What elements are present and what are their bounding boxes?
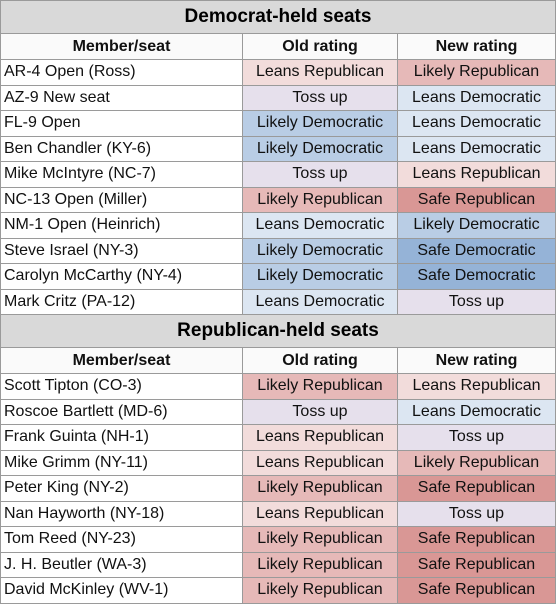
old-rating-cell: Leans Democratic bbox=[243, 213, 398, 239]
member-cell: AR-4 Open (Ross) bbox=[1, 60, 243, 86]
table-row: Peter King (NY-2) Likely Republican Safe R… bbox=[1, 476, 556, 502]
header-row: Member/seat Old rating New rating bbox=[1, 348, 556, 374]
new-rating-cell: Leans Democratic bbox=[398, 111, 556, 137]
table-row: NM-1 Open (Heinrich) Leans Democratic Like… bbox=[1, 213, 556, 239]
new-rating-cell: Safe Democratic bbox=[398, 264, 556, 290]
table-row: Roscoe Bartlett (MD-6) Toss up Leans Democ… bbox=[1, 399, 556, 425]
table-row: Scott Tipton (CO-3) Likely Republican Lean… bbox=[1, 374, 556, 400]
old-rating-cell: Leans Republican bbox=[243, 60, 398, 86]
old-rating-cell: Likely Republican bbox=[243, 374, 398, 400]
member-cell: Tom Reed (NY-23) bbox=[1, 527, 243, 553]
old-rating-cell: Likely Democratic bbox=[243, 111, 398, 137]
table-row: Mike McIntyre (NC-7) Toss up Leans Republi… bbox=[1, 162, 556, 188]
member-cell: Roscoe Bartlett (MD-6) bbox=[1, 399, 243, 425]
old-rating-cell: Leans Republican bbox=[243, 501, 398, 527]
old-rating-cell: Likely Republican bbox=[243, 552, 398, 578]
member-cell: NM-1 Open (Heinrich) bbox=[1, 213, 243, 239]
new-rating-cell: Safe Republican bbox=[398, 187, 556, 213]
column-header: New rating bbox=[398, 34, 556, 60]
old-rating-cell: Likely Democratic bbox=[243, 136, 398, 162]
member-cell: Frank Guinta (NH-1) bbox=[1, 425, 243, 451]
old-rating-cell: Leans Republican bbox=[243, 425, 398, 451]
table-row: Mark Critz (PA-12) Leans Democratic Toss u… bbox=[1, 289, 556, 315]
table-row: David McKinley (WV-1) Likely Republican Sa… bbox=[1, 578, 556, 604]
new-rating-cell: Safe Republican bbox=[398, 527, 556, 553]
old-rating-cell: Likely Democratic bbox=[243, 264, 398, 290]
column-header: Old rating bbox=[243, 34, 398, 60]
new-rating-cell: Leans Republican bbox=[398, 162, 556, 188]
old-rating-cell: Toss up bbox=[243, 85, 398, 111]
table-row: J. H. Beutler (WA-3) Likely Republican Saf… bbox=[1, 552, 556, 578]
new-rating-cell: Likely Republican bbox=[398, 450, 556, 476]
member-cell: AZ-9 New seat bbox=[1, 85, 243, 111]
new-rating-cell: Leans Republican bbox=[398, 374, 556, 400]
section-title: Democrat-held seats bbox=[1, 1, 556, 34]
table-row: Frank Guinta (NH-1) Leans Republican Toss … bbox=[1, 425, 556, 451]
new-rating-cell: Toss up bbox=[398, 289, 556, 315]
old-rating-cell: Likely Democratic bbox=[243, 238, 398, 264]
new-rating-cell: Safe Republican bbox=[398, 552, 556, 578]
new-rating-cell: Toss up bbox=[398, 425, 556, 451]
section-title: Republican-held seats bbox=[1, 315, 556, 348]
member-cell: NC-13 Open (Miller) bbox=[1, 187, 243, 213]
new-rating-cell: Toss up bbox=[398, 501, 556, 527]
member-cell: Steve Israel (NY-3) bbox=[1, 238, 243, 264]
new-rating-cell: Likely Republican bbox=[398, 60, 556, 86]
old-rating-cell: Likely Republican bbox=[243, 187, 398, 213]
member-cell: Nan Hayworth (NY-18) bbox=[1, 501, 243, 527]
table-row: Carolyn McCarthy (NY-4) Likely Democratic… bbox=[1, 264, 556, 290]
column-header: Member/seat bbox=[1, 348, 243, 374]
member-cell: Ben Chandler (KY-6) bbox=[1, 136, 243, 162]
old-rating-cell: Likely Republican bbox=[243, 578, 398, 604]
column-header: New rating bbox=[398, 348, 556, 374]
old-rating-cell: Toss up bbox=[243, 162, 398, 188]
table-row: AZ-9 New seat Toss up Leans Democratic bbox=[1, 85, 556, 111]
new-rating-cell: Safe Republican bbox=[398, 476, 556, 502]
new-rating-cell: Leans Democratic bbox=[398, 399, 556, 425]
column-header: Member/seat bbox=[1, 34, 243, 60]
member-cell: Carolyn McCarthy (NY-4) bbox=[1, 264, 243, 290]
table-row: Ben Chandler (KY-6) Likely Democratic Lean… bbox=[1, 136, 556, 162]
header-row: Member/seat Old rating New rating bbox=[1, 34, 556, 60]
table-row: Tom Reed (NY-23) Likely Republican Safe Re… bbox=[1, 527, 556, 553]
old-rating-cell: Likely Republican bbox=[243, 527, 398, 553]
member-cell: Mark Critz (PA-12) bbox=[1, 289, 243, 315]
table-row: Steve Israel (NY-3) Likely Democratic Safe… bbox=[1, 238, 556, 264]
member-cell: J. H. Beutler (WA-3) bbox=[1, 552, 243, 578]
new-rating-cell: Safe Democratic bbox=[398, 238, 556, 264]
new-rating-cell: Likely Democratic bbox=[398, 213, 556, 239]
member-cell: Mike McIntyre (NC-7) bbox=[1, 162, 243, 188]
column-header: Old rating bbox=[243, 348, 398, 374]
member-cell: Mike Grimm (NY-11) bbox=[1, 450, 243, 476]
table-row: Nan Hayworth (NY-18) Leans Republican Toss… bbox=[1, 501, 556, 527]
table-row: FL-9 Open Likely Democratic Leans Democrat… bbox=[1, 111, 556, 137]
old-rating-cell: Likely Republican bbox=[243, 476, 398, 502]
new-rating-cell: Leans Democratic bbox=[398, 136, 556, 162]
table-row: AR-4 Open (Ross) Leans Republican Likely R… bbox=[1, 60, 556, 86]
new-rating-cell: Safe Republican bbox=[398, 578, 556, 604]
member-cell: Peter King (NY-2) bbox=[1, 476, 243, 502]
member-cell: Scott Tipton (CO-3) bbox=[1, 374, 243, 400]
new-rating-cell: Leans Democratic bbox=[398, 85, 556, 111]
old-rating-cell: Leans Democratic bbox=[243, 289, 398, 315]
table-row: Mike Grimm (NY-11) Leans Republican Likely… bbox=[1, 450, 556, 476]
old-rating-cell: Toss up bbox=[243, 399, 398, 425]
table-row: NC-13 Open (Miller) Likely Republican Safe… bbox=[1, 187, 556, 213]
old-rating-cell: Leans Republican bbox=[243, 450, 398, 476]
member-cell: FL-9 Open bbox=[1, 111, 243, 137]
member-cell: David McKinley (WV-1) bbox=[1, 578, 243, 604]
